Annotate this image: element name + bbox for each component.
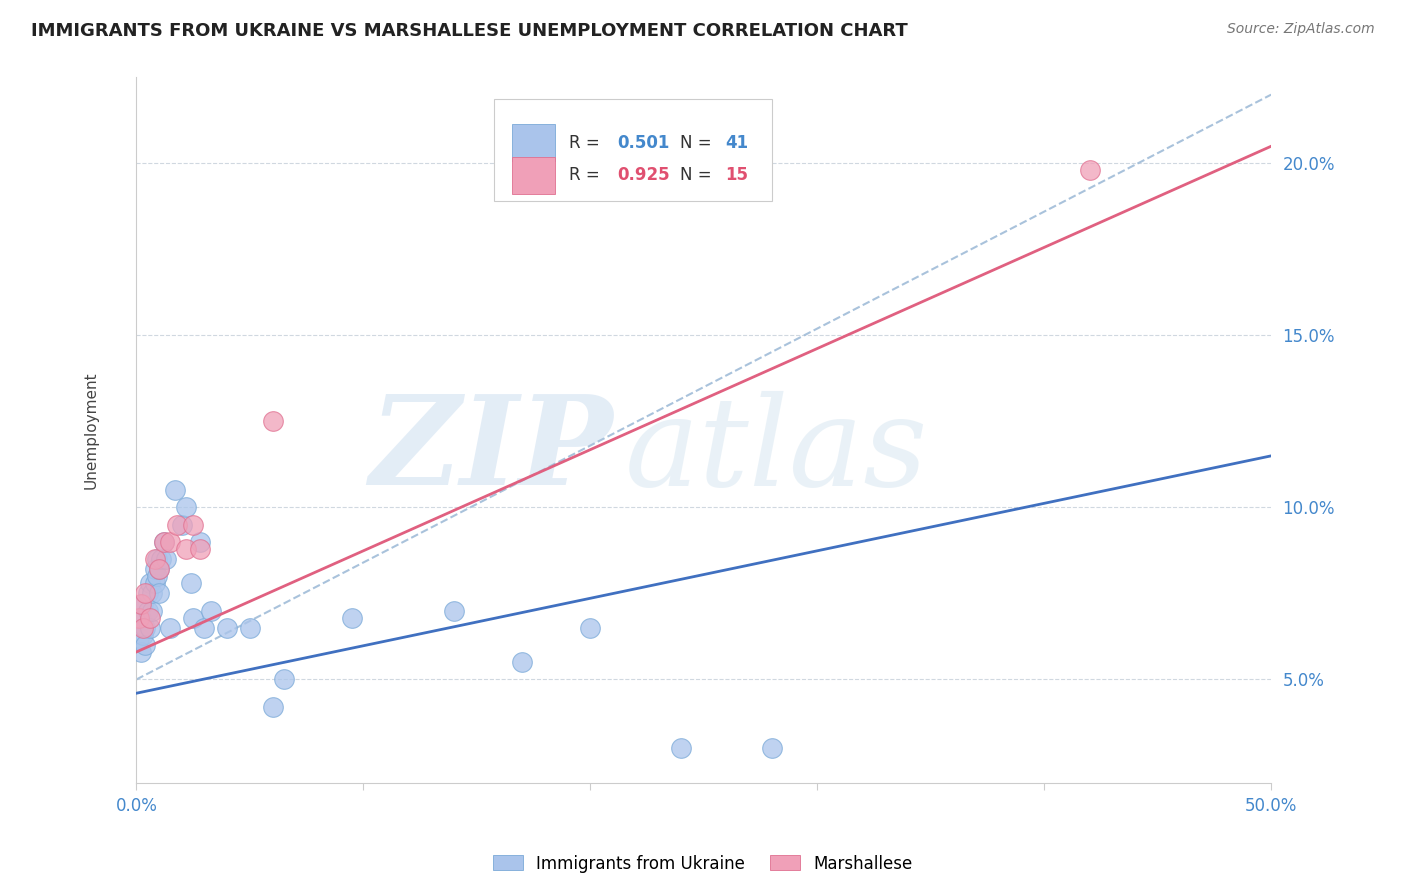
Text: Source: ZipAtlas.com: Source: ZipAtlas.com <box>1227 22 1375 37</box>
Point <box>188 534 211 549</box>
Point <box>159 621 181 635</box>
Point <box>129 645 152 659</box>
Point <box>132 597 155 611</box>
Point <box>148 562 170 576</box>
Point <box>146 552 169 566</box>
Point <box>180 576 202 591</box>
Point <box>152 534 174 549</box>
Point <box>129 610 152 624</box>
Point <box>136 604 159 618</box>
Point <box>155 552 177 566</box>
Point <box>262 414 284 428</box>
FancyBboxPatch shape <box>494 99 772 201</box>
Point <box>128 610 150 624</box>
Point <box>134 621 156 635</box>
Text: 0.925: 0.925 <box>617 166 671 185</box>
Point <box>139 576 162 591</box>
Point <box>139 610 162 624</box>
FancyBboxPatch shape <box>512 157 555 194</box>
Point <box>239 621 262 635</box>
Text: R =: R = <box>569 134 605 152</box>
Point <box>141 586 163 600</box>
Point <box>136 586 159 600</box>
Point <box>176 500 198 515</box>
Point <box>273 673 295 687</box>
Text: 41: 41 <box>725 134 748 152</box>
Point <box>510 655 533 669</box>
Text: Unemployment: Unemployment <box>83 371 98 489</box>
Point <box>128 631 150 645</box>
Text: N =: N = <box>681 134 717 152</box>
Point <box>262 700 284 714</box>
Point <box>152 534 174 549</box>
Point <box>188 541 211 556</box>
Text: 0.501: 0.501 <box>617 134 669 152</box>
Point <box>217 621 239 635</box>
Point <box>669 741 692 756</box>
Text: atlas: atlas <box>624 391 928 512</box>
FancyBboxPatch shape <box>512 124 555 161</box>
Text: R =: R = <box>569 166 605 185</box>
Point <box>143 562 166 576</box>
Point <box>340 610 363 624</box>
Point <box>176 541 198 556</box>
Point <box>170 517 193 532</box>
Point <box>143 576 166 591</box>
Point <box>163 483 186 498</box>
Point <box>134 638 156 652</box>
Text: 15: 15 <box>725 166 748 185</box>
Point <box>150 552 173 566</box>
Point <box>181 610 204 624</box>
Point <box>146 569 169 583</box>
Point <box>579 621 602 635</box>
Point <box>166 517 188 532</box>
Text: N =: N = <box>681 166 717 185</box>
Point <box>193 621 215 635</box>
Point <box>148 586 170 600</box>
Text: IMMIGRANTS FROM UKRAINE VS MARSHALLESE UNEMPLOYMENT CORRELATION CHART: IMMIGRANTS FROM UKRAINE VS MARSHALLESE U… <box>31 22 908 40</box>
Legend: Immigrants from Ukraine, Marshallese: Immigrants from Ukraine, Marshallese <box>486 848 920 880</box>
Point <box>139 621 162 635</box>
Point <box>132 621 155 635</box>
Text: ZIP: ZIP <box>370 391 613 512</box>
Point <box>148 562 170 576</box>
Point <box>761 741 783 756</box>
Point <box>141 604 163 618</box>
Point <box>1078 163 1101 178</box>
Point <box>200 604 222 618</box>
Point <box>129 597 152 611</box>
Point <box>443 604 465 618</box>
Point <box>143 552 166 566</box>
Point <box>132 628 155 642</box>
Point <box>134 586 156 600</box>
Point <box>159 534 181 549</box>
Point <box>181 517 204 532</box>
